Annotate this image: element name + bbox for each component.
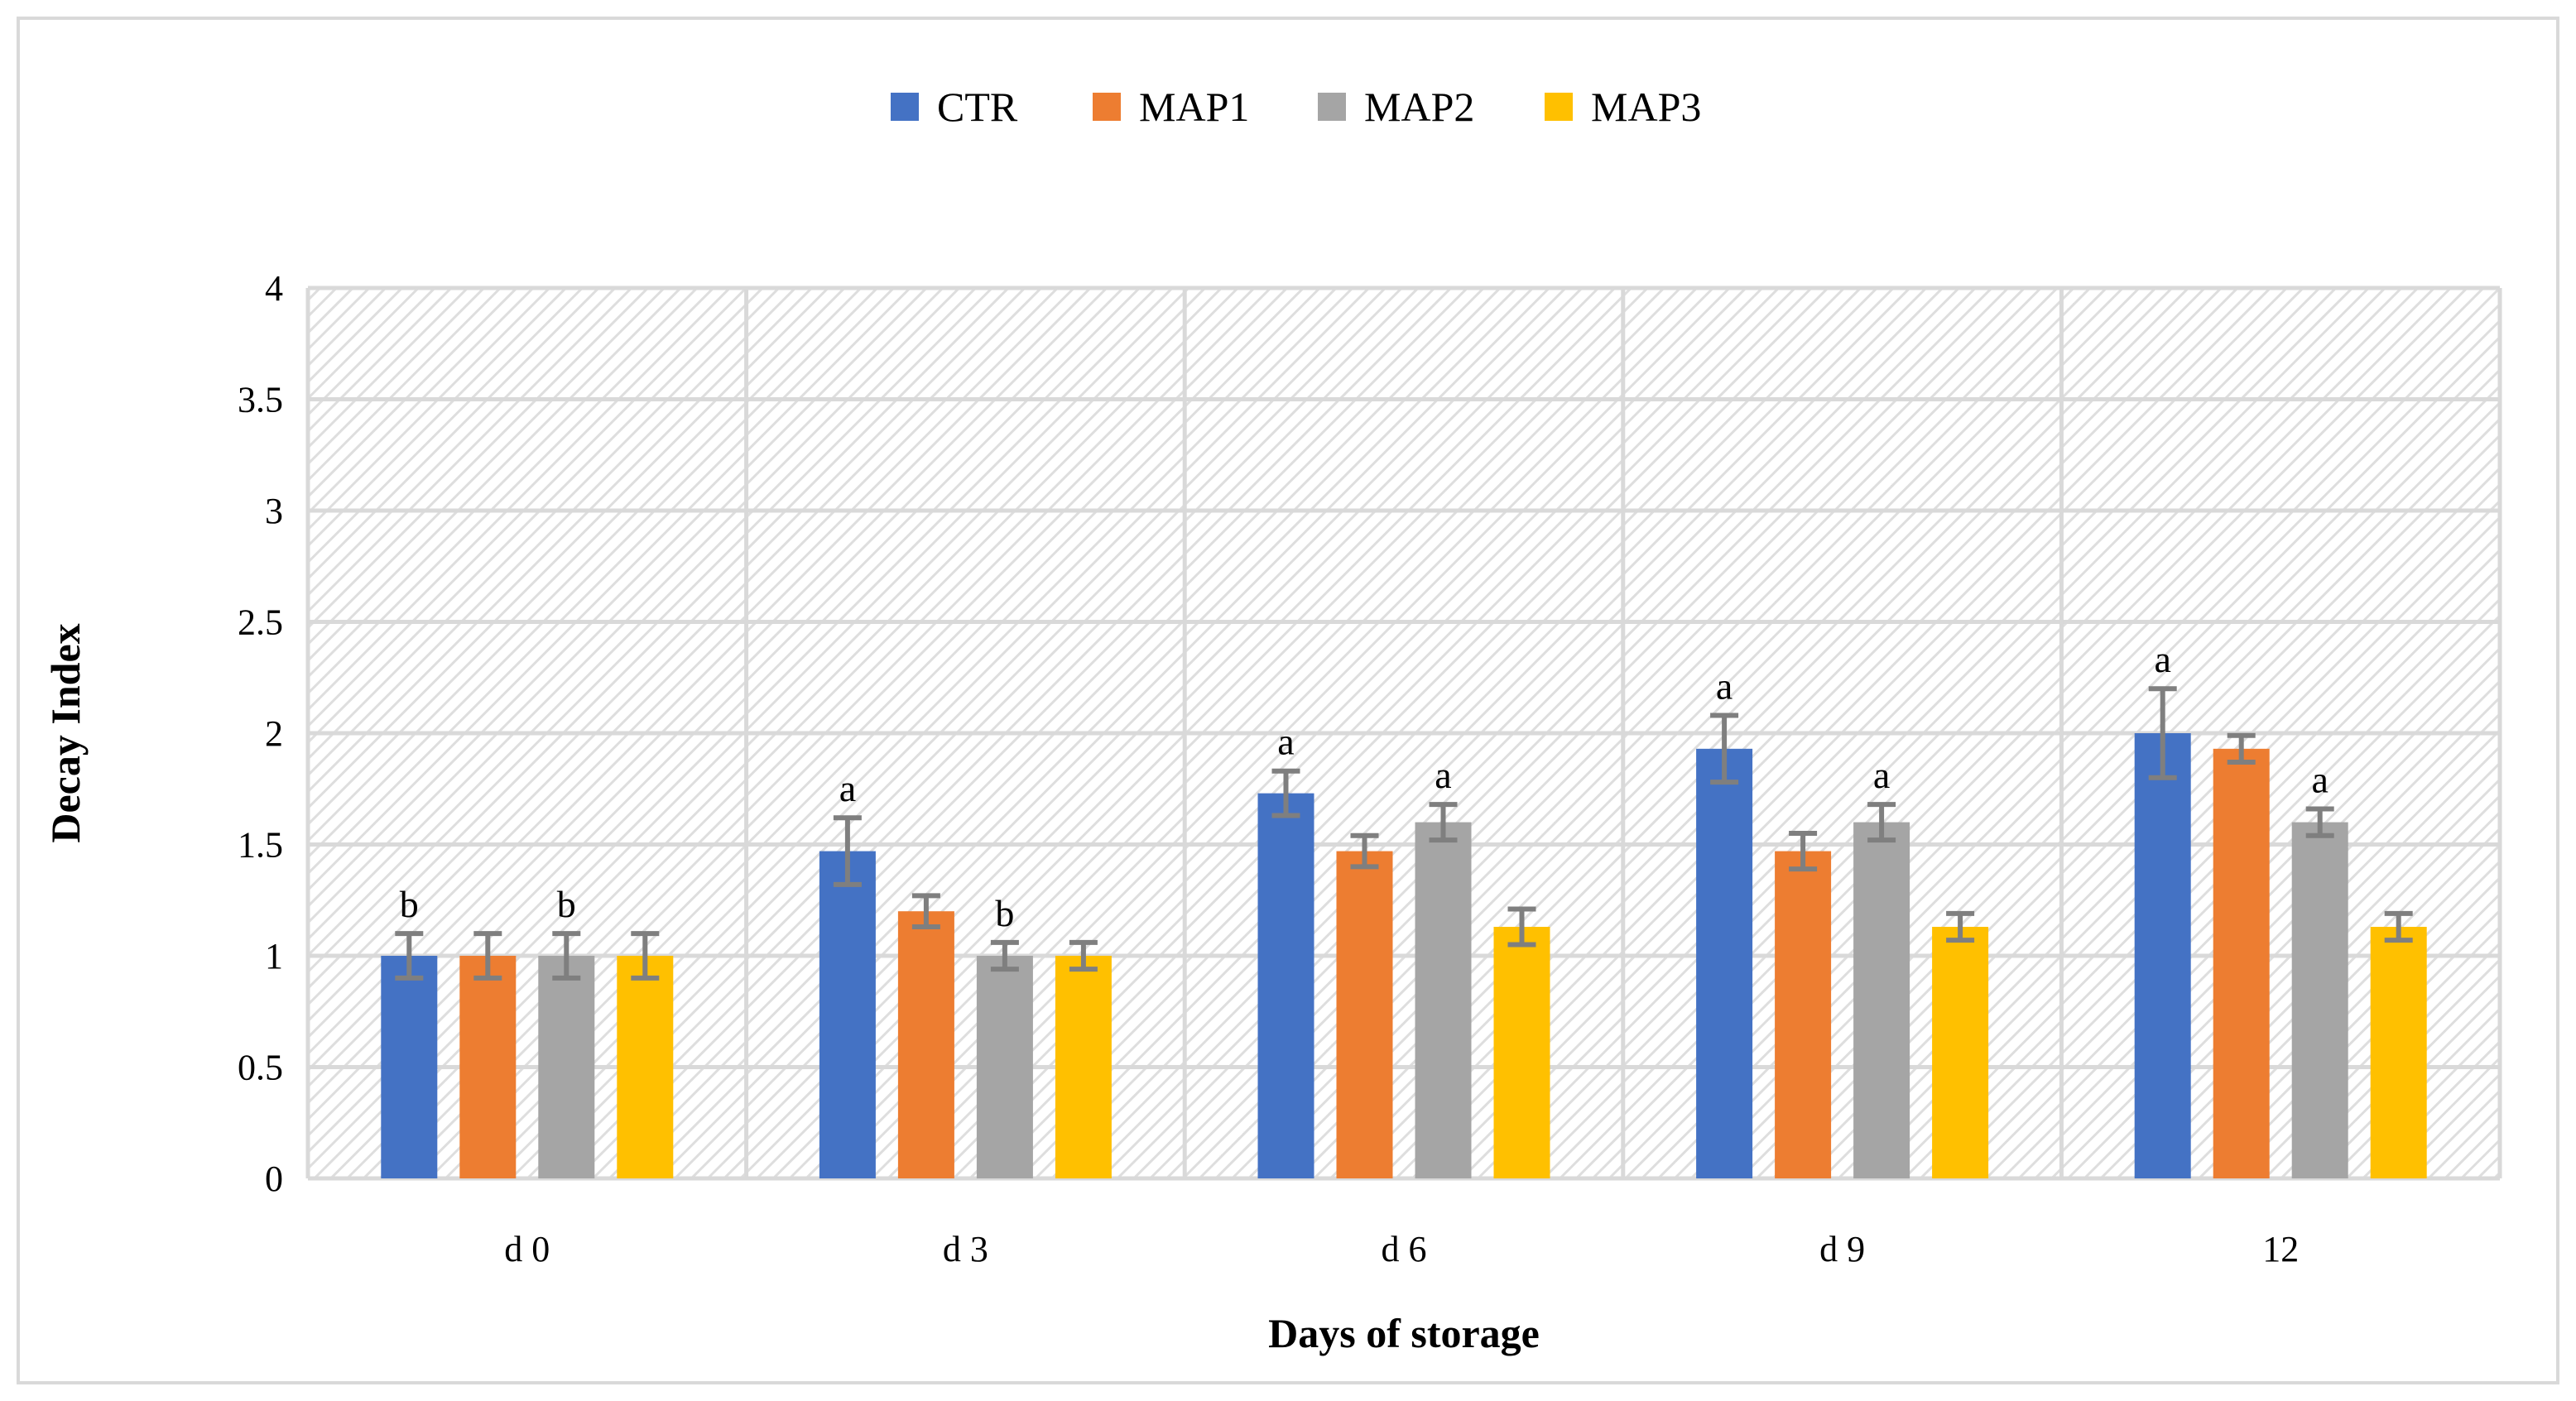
bars [381, 733, 2427, 1178]
bar-ctr-1 [819, 851, 876, 1178]
bar-map2-3 [1853, 822, 1910, 1178]
bar-map1-1 [897, 911, 954, 1178]
significance-label: a [2311, 758, 2328, 800]
legend-swatch-map3 [1545, 93, 1573, 121]
error-bars [395, 686, 2413, 981]
x-tick-label: d 9 [1819, 1229, 1865, 1269]
legend-label-map2: MAP2 [1364, 84, 1474, 130]
x-tick-label: d 0 [504, 1229, 550, 1269]
bar-map1-4 [2213, 748, 2270, 1178]
y-tick-label: 3 [265, 491, 283, 531]
significance-labels: b b a b a a a a a a [400, 638, 2328, 934]
x-tick-label: d 3 [943, 1229, 988, 1269]
significance-label: a [1873, 754, 1890, 796]
x-axis-ticks: d 0 d 3 d 6 d 9 12 [504, 1229, 2299, 1269]
y-tick-label: 3.5 [238, 380, 283, 420]
bar-map3-1 [1055, 956, 1112, 1178]
x-tick-label: 12 [2262, 1229, 2299, 1269]
bar-map3-2 [1493, 927, 1550, 1178]
significance-label: b [995, 892, 1014, 934]
bar-map1-3 [1775, 851, 1832, 1178]
legend-swatch-ctr [891, 93, 919, 121]
bar-map2-2 [1415, 822, 1472, 1178]
legend-swatch-map1 [1093, 93, 1121, 121]
y-tick-label: 0.5 [238, 1048, 283, 1088]
y-tick-label: 2.5 [238, 602, 283, 643]
y-axis-ticks: 0 0.5 1 1.5 2 2.5 3 3.5 4 [238, 268, 283, 1199]
x-tick-label: d 6 [1382, 1229, 1427, 1269]
legend-swatch-map2 [1318, 93, 1346, 121]
significance-label: a [1435, 754, 1451, 796]
bar-map1-0 [459, 956, 517, 1178]
significance-label: a [839, 767, 856, 809]
significance-label: a [1716, 665, 1733, 707]
x-axis-title: Days of storage [1268, 1310, 1540, 1356]
gridlines [305, 285, 2502, 1181]
bar-ctr-0 [381, 956, 438, 1178]
y-axis-title: Decay Index [42, 623, 89, 842]
bar-map1-2 [1336, 851, 1393, 1178]
bar-map3-4 [2370, 927, 2427, 1178]
y-tick-label: 4 [265, 268, 283, 309]
bar-map3-0 [617, 956, 674, 1178]
significance-label: b [557, 883, 576, 925]
bar-map2-0 [538, 956, 595, 1178]
bar-ctr-4 [2134, 733, 2191, 1178]
y-tick-label: 0 [265, 1159, 283, 1199]
legend: CTR MAP1 MAP2 MAP3 [891, 84, 1701, 130]
y-tick-label: 2 [265, 713, 283, 754]
significance-label: a [2154, 638, 2170, 680]
y-tick-label: 1.5 [238, 825, 283, 866]
bar-map3-3 [1932, 927, 1989, 1178]
bar-map2-4 [2291, 822, 2348, 1178]
bar-map2-1 [976, 956, 1033, 1178]
bar-ctr-2 [1257, 793, 1314, 1178]
bar-ctr-3 [1696, 748, 1753, 1178]
y-tick-label: 1 [265, 936, 283, 976]
legend-label-ctr: CTR [937, 84, 1018, 130]
significance-label: a [1277, 721, 1294, 763]
legend-label-map1: MAP1 [1139, 84, 1249, 130]
legend-label-map3: MAP3 [1591, 84, 1701, 130]
significance-label: b [400, 883, 419, 925]
